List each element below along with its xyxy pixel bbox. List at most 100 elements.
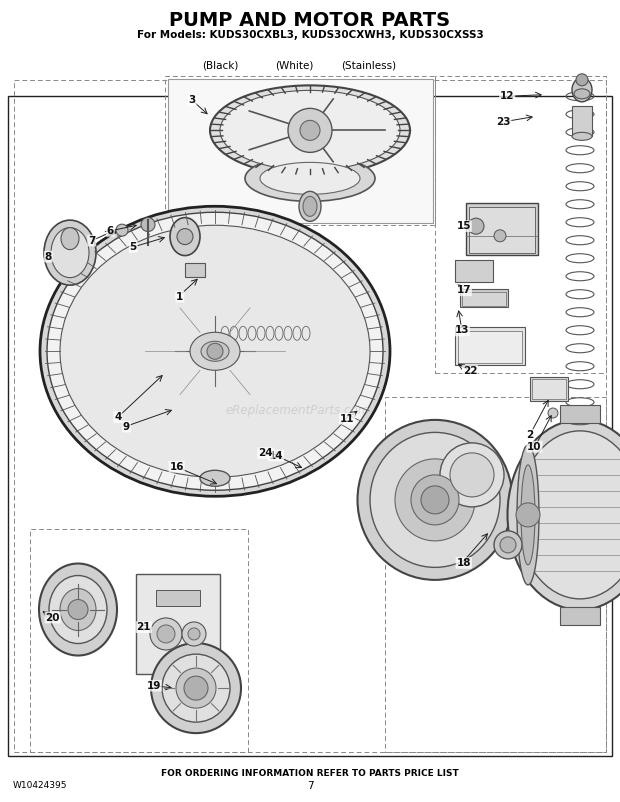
Text: 16: 16	[169, 462, 184, 472]
Ellipse shape	[51, 228, 89, 277]
Circle shape	[440, 443, 504, 507]
Bar	[185, 263, 205, 277]
Circle shape	[68, 600, 88, 619]
Circle shape	[150, 618, 182, 650]
Text: 1: 1	[176, 292, 184, 302]
Text: 20: 20	[45, 613, 60, 622]
Bar	[455, 261, 493, 282]
Bar	[30, 529, 248, 752]
Ellipse shape	[210, 85, 410, 176]
Text: 23: 23	[496, 117, 511, 127]
Text: For Models: KUDS30CXBL3, KUDS30CXWH3, KUDS30CXSS3: For Models: KUDS30CXBL3, KUDS30CXWH3, KU…	[136, 30, 484, 40]
Text: 19: 19	[146, 681, 161, 691]
Text: 7: 7	[307, 781, 313, 791]
Ellipse shape	[49, 576, 107, 643]
Ellipse shape	[358, 420, 513, 580]
Text: PUMP AND MOTOR PARTS: PUMP AND MOTOR PARTS	[169, 10, 451, 30]
Text: (Black): (Black)	[202, 61, 238, 71]
Circle shape	[184, 676, 208, 700]
Text: 18: 18	[456, 558, 471, 568]
Ellipse shape	[521, 465, 535, 565]
Text: 5: 5	[130, 242, 137, 252]
Text: 15: 15	[456, 221, 471, 231]
Ellipse shape	[370, 432, 500, 567]
Circle shape	[188, 628, 200, 640]
Text: 22: 22	[463, 366, 477, 375]
Ellipse shape	[60, 225, 370, 477]
Ellipse shape	[299, 192, 321, 221]
Circle shape	[500, 537, 516, 553]
Bar	[560, 607, 600, 625]
Bar	[136, 574, 220, 674]
Bar	[14, 80, 606, 752]
Ellipse shape	[176, 668, 216, 708]
Text: 8: 8	[45, 252, 52, 261]
Circle shape	[182, 622, 206, 646]
Text: 4: 4	[114, 412, 122, 422]
Ellipse shape	[572, 78, 592, 102]
Ellipse shape	[170, 217, 200, 256]
Bar	[460, 290, 508, 307]
Bar	[560, 405, 600, 423]
Text: eReplacementParts.com: eReplacementParts.com	[226, 404, 370, 417]
Ellipse shape	[47, 213, 383, 490]
Text: 2: 2	[526, 430, 534, 439]
Text: 9: 9	[123, 422, 130, 431]
Ellipse shape	[303, 196, 317, 217]
Ellipse shape	[518, 431, 620, 599]
Ellipse shape	[162, 654, 230, 722]
Ellipse shape	[200, 470, 230, 486]
Ellipse shape	[60, 589, 96, 630]
Bar	[466, 203, 538, 255]
Text: 7: 7	[88, 236, 95, 245]
Ellipse shape	[260, 162, 360, 194]
Ellipse shape	[245, 156, 375, 201]
Text: (White): (White)	[275, 61, 314, 71]
Bar	[530, 377, 568, 401]
Circle shape	[516, 503, 540, 527]
Ellipse shape	[190, 332, 240, 371]
Ellipse shape	[201, 342, 229, 361]
Text: 13: 13	[454, 326, 469, 335]
Bar	[168, 79, 433, 223]
Ellipse shape	[151, 643, 241, 733]
Circle shape	[450, 453, 494, 497]
Text: 10: 10	[527, 442, 542, 452]
Text: W10424395: W10424395	[12, 781, 67, 791]
Circle shape	[116, 225, 128, 236]
Bar	[435, 76, 606, 373]
Ellipse shape	[61, 228, 79, 249]
Bar	[156, 590, 200, 606]
Circle shape	[141, 217, 155, 232]
Bar	[532, 379, 566, 399]
Bar	[8, 96, 612, 756]
Ellipse shape	[39, 564, 117, 655]
Text: 3: 3	[188, 95, 196, 105]
Text: FOR ORDERING INFORMATION REFER TO PARTS PRICE LIST: FOR ORDERING INFORMATION REFER TO PARTS …	[161, 769, 459, 779]
Circle shape	[494, 230, 506, 241]
Text: 21: 21	[136, 622, 151, 632]
Text: 12: 12	[500, 91, 515, 101]
Ellipse shape	[517, 445, 539, 585]
Ellipse shape	[574, 89, 590, 99]
Bar	[385, 397, 606, 752]
Text: (Stainless): (Stainless)	[342, 61, 396, 71]
Ellipse shape	[508, 420, 620, 610]
Circle shape	[288, 108, 332, 152]
Text: 24: 24	[258, 448, 273, 458]
Circle shape	[548, 408, 558, 418]
Circle shape	[207, 343, 223, 359]
Circle shape	[300, 120, 320, 140]
Text: 17: 17	[456, 286, 471, 295]
Bar	[469, 207, 535, 253]
Bar	[165, 76, 435, 225]
Bar	[455, 327, 525, 365]
Ellipse shape	[411, 475, 459, 525]
Ellipse shape	[44, 220, 96, 286]
Circle shape	[177, 229, 193, 245]
Bar	[572, 107, 592, 136]
Bar	[458, 330, 522, 363]
Circle shape	[421, 486, 449, 514]
Ellipse shape	[572, 132, 592, 140]
Text: 11: 11	[340, 414, 355, 423]
